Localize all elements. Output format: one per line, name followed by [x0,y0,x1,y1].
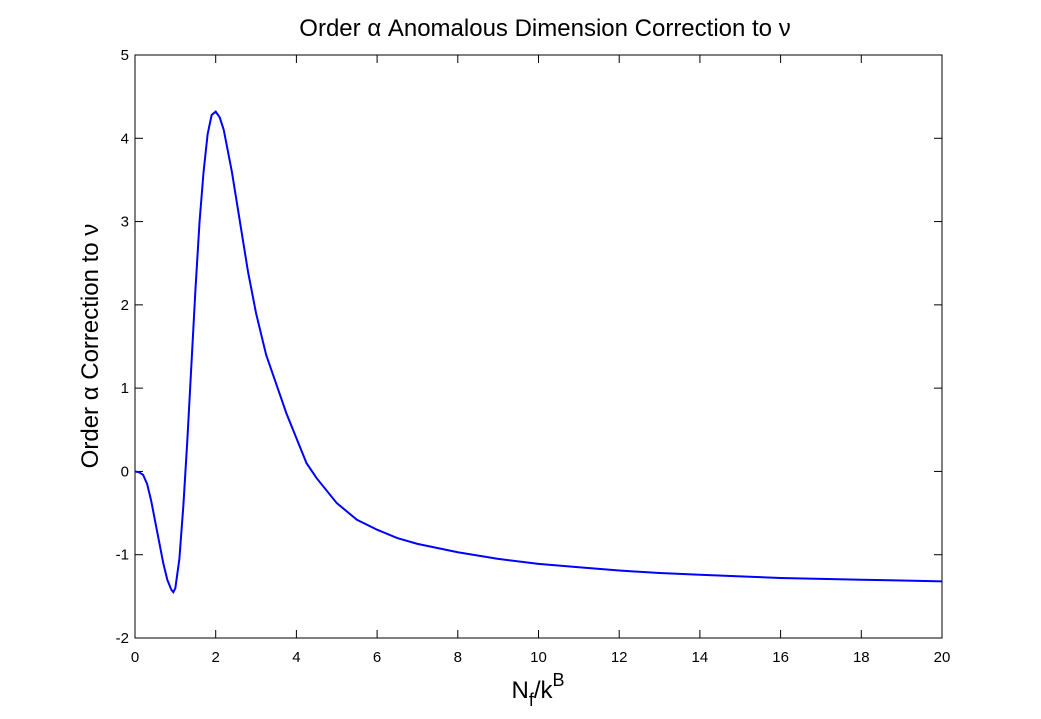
x-tick-label: 18 [853,649,870,666]
chart-title: Order α Anomalous Dimension Correction t… [299,15,790,42]
x-label-part: f [529,690,535,710]
y-tick-label: 2 [121,297,129,314]
y-tick-label: 5 [121,47,129,64]
x-tick-label: 6 [373,649,381,666]
y-tick-label: 0 [121,463,129,480]
x-tick-label: 16 [772,649,789,666]
x-label-part: /k [534,677,554,704]
x-tick-label: 2 [212,649,220,666]
plot-area [134,54,943,639]
x-axis-label: Nf/kB [511,670,564,710]
x-tick-label: 12 [611,649,628,666]
x-tick-label: 10 [530,649,547,666]
data-line [134,110,943,595]
x-tick-label: 20 [934,649,951,666]
x-tick-label: 0 [131,649,139,666]
y-tick-label: 1 [121,380,129,397]
y-tick-label: -2 [116,630,129,647]
y-tick-label: 3 [121,214,129,231]
x-tick-label: 14 [692,649,709,666]
y-tick-label: -1 [116,547,129,564]
x-tick-label: 4 [292,649,300,666]
x-label-part: B [553,670,565,690]
y-axis-label: Order α Correction to ν [77,224,104,469]
y-tick-label: 4 [121,130,129,147]
x-label-part: N [511,677,528,704]
x-tick-label: 8 [454,649,462,666]
